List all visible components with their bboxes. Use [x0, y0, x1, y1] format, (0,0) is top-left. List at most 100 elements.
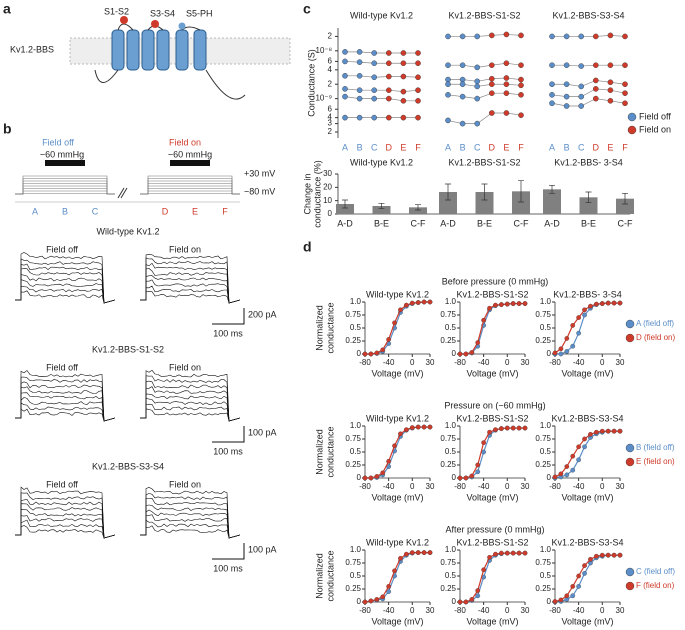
- point: [342, 73, 348, 79]
- y-tick-label: 1.0: [350, 545, 362, 554]
- x-tick-label: -40: [383, 606, 395, 615]
- point: [475, 593, 481, 599]
- scale-bar: [212, 426, 245, 443]
- fit-line: [365, 426, 430, 479]
- point: [459, 81, 466, 88]
- point: [463, 351, 469, 357]
- plot-title: Kv1.2-BBS- 3-S4: [553, 289, 622, 299]
- y-tick-label: 0.75: [440, 434, 456, 443]
- x-axis-label: Voltage (mV): [561, 616, 613, 626]
- y-tick-label: 10⁻⁹: [315, 94, 332, 103]
- x-tick-label: -40: [383, 358, 395, 367]
- current-trace: [15, 268, 116, 304]
- point: [415, 60, 421, 67]
- y-tick-label: 0.5: [350, 447, 362, 456]
- point: [578, 103, 585, 109]
- current-trace: [140, 397, 241, 422]
- trace-label: Field on: [169, 362, 201, 372]
- bar: [579, 197, 598, 214]
- trace-label: Field off: [46, 244, 78, 254]
- point: [503, 31, 510, 38]
- y-tick-label: 0.75: [535, 558, 551, 567]
- pressure-bar: [170, 160, 210, 166]
- point: [607, 98, 614, 104]
- point: [386, 337, 391, 342]
- point: [558, 597, 564, 603]
- current-trace: [140, 375, 241, 422]
- point: [459, 62, 466, 68]
- loop-label: S1-S2: [104, 6, 129, 16]
- point: [576, 330, 581, 336]
- point: [342, 114, 348, 121]
- x-tick-label: F: [518, 142, 524, 152]
- trace-label: Field on: [169, 479, 201, 489]
- point: [421, 299, 427, 305]
- y-tick-label: 0.75: [440, 310, 456, 319]
- y-axis-label: conductance (%): [312, 160, 322, 228]
- point: [342, 58, 348, 65]
- x-tick-label: 30: [521, 358, 530, 367]
- legend-marker: [625, 457, 635, 467]
- current-trace: [140, 408, 241, 422]
- point: [503, 110, 510, 116]
- row-title: Before pressure (0 mmHg): [442, 276, 549, 286]
- point: [356, 49, 363, 55]
- y-tick-label: 2: [328, 32, 333, 41]
- point: [578, 33, 585, 40]
- group-title: Kv1.2-BBS- 3-S4: [554, 157, 623, 167]
- x-tick-label: 0: [505, 358, 510, 367]
- current-trace: [15, 515, 116, 539]
- point: [593, 33, 599, 40]
- point: [578, 83, 585, 90]
- point: [356, 114, 363, 121]
- plot-title: Wild-type Kv1.2: [366, 413, 429, 423]
- point: [549, 62, 555, 68]
- axes: [459, 426, 525, 479]
- y-tick-label: 2: [328, 127, 333, 136]
- point: [558, 351, 564, 357]
- point: [356, 59, 363, 65]
- point: [481, 567, 486, 573]
- current-trace: [15, 408, 116, 422]
- current-trace: [15, 492, 116, 539]
- point: [459, 120, 466, 127]
- current-trace: [140, 254, 241, 304]
- point: [594, 301, 599, 307]
- y-tick-label: 20: [323, 182, 332, 191]
- axes: [364, 426, 430, 479]
- point: [398, 431, 403, 437]
- x-tick-label: 30: [521, 482, 530, 491]
- point: [552, 350, 558, 356]
- bar: [336, 204, 354, 214]
- point: [374, 350, 380, 356]
- current-trace: [140, 285, 241, 304]
- current-trace: [140, 386, 241, 422]
- y-tick-label: 4: [328, 113, 333, 122]
- x-tick-label: 0: [410, 358, 415, 367]
- x-tick-label: -80: [549, 482, 561, 491]
- row-line: [551, 98, 626, 107]
- y-tick-label: 0: [328, 209, 333, 218]
- y-tick-label: 6: [328, 104, 333, 113]
- error-bar: [585, 191, 592, 204]
- point: [342, 86, 348, 92]
- x-tick-label: C: [474, 142, 481, 152]
- x-tick-label: -40: [478, 358, 490, 367]
- y-tick-label: 0.5: [350, 571, 362, 580]
- point: [415, 424, 421, 430]
- point: [549, 100, 555, 107]
- plot-title: Wild-type Kv1.2: [366, 537, 429, 547]
- point: [371, 74, 378, 81]
- point: [503, 75, 510, 81]
- point: [564, 464, 570, 469]
- y-tick-label: 0.75: [440, 558, 456, 567]
- current-trace: [15, 509, 116, 539]
- point: [576, 584, 581, 589]
- point: [445, 33, 451, 40]
- x-tick-label: 0: [505, 606, 510, 615]
- point: [622, 62, 628, 68]
- point: [599, 552, 605, 558]
- point: [617, 428, 623, 434]
- point: [518, 112, 524, 118]
- point: [503, 90, 510, 96]
